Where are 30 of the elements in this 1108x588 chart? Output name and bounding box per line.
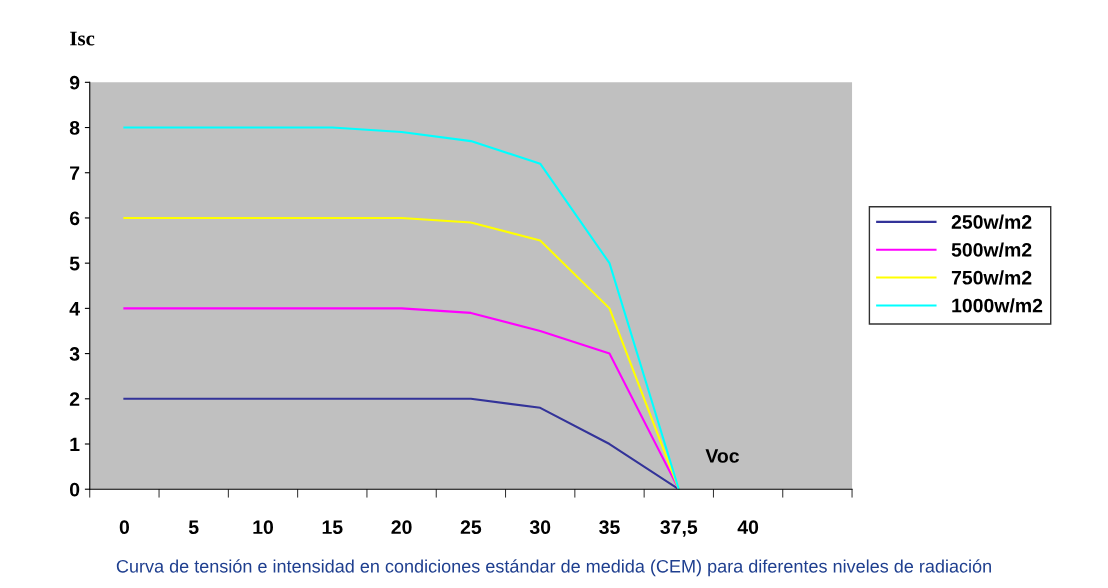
- legend-label: 750w/m2: [951, 270, 1032, 285]
- y-tick-label: 2: [69, 392, 80, 406]
- y-tick-label: 5: [69, 256, 80, 271]
- legend-label: 1000w/m2: [952, 298, 1043, 313]
- x-tick-label: 10: [253, 520, 274, 535]
- y-axis-title: Isc: [70, 31, 95, 46]
- y-tick-label: 9: [69, 75, 80, 90]
- line-series: [123, 307, 680, 490]
- line-series: [123, 126, 680, 490]
- y-tick-label: 8: [69, 121, 80, 135]
- y-tick-label: 0: [69, 482, 80, 497]
- text: Curva de tensión e intensidad en condiciones estándar de medida (CEM) para diferentes niveles de radiación: [116, 559, 991, 577]
- x-tick-label: 15: [322, 520, 343, 535]
- x-tick-label: 30: [529, 520, 551, 535]
- x-tick-label: 0: [119, 520, 130, 535]
- line-series: [123, 397, 680, 490]
- y-tick-label: 3: [69, 347, 80, 361]
- y-tick-label: 7: [70, 166, 80, 180]
- x-tick-label: 25: [460, 520, 482, 535]
- x-tick-label: 35: [599, 520, 620, 535]
- y-tick-label: 1: [70, 437, 80, 452]
- legend-label: 500w/m2: [951, 242, 1032, 257]
- y-tick-label: 4: [69, 302, 80, 316]
- y-tick-label: 6: [69, 211, 80, 226]
- x-tick-label: 5: [188, 520, 199, 535]
- x-tick-label: 40: [737, 520, 759, 535]
- legend-label: 250w/m2: [951, 214, 1032, 230]
- x-tick-label: 37,5: [660, 520, 698, 537]
- x-axis-title: Voc: [705, 449, 740, 463]
- x-tick-label: 20: [391, 520, 412, 535]
